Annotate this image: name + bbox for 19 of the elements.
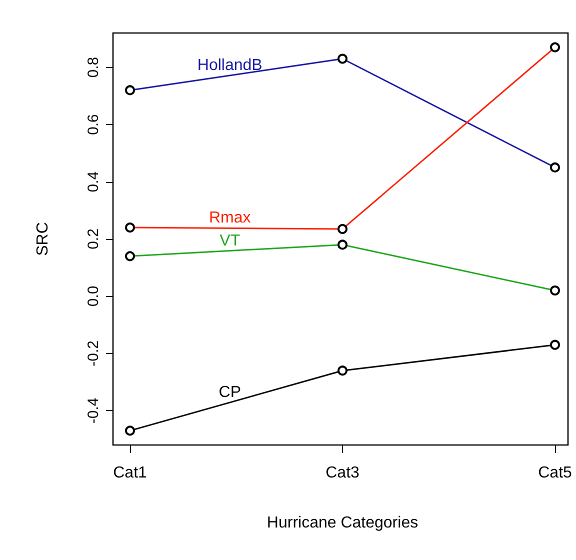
series-label: CP [218, 384, 241, 401]
y-tick-label: 0.4 [85, 171, 102, 192]
y-tick-label: 0.6 [85, 114, 102, 135]
x-tick-label: Cat5 [538, 464, 572, 482]
series-label: VT [220, 232, 240, 250]
point [338, 366, 348, 376]
y-axis-title: SRC [34, 222, 52, 256]
y-tick-label: -0.4 [85, 398, 102, 424]
y-tick-label: 0.8 [85, 56, 102, 78]
x-tick-label: Cat3 [326, 464, 360, 482]
series-label: Rmax [208, 210, 251, 227]
x-axis-title: Hurricane Categories [266, 514, 418, 532]
y-tick-label: -0.2 [85, 340, 102, 366]
point [125, 426, 135, 436]
series-label: HollandB [197, 56, 262, 74]
y-tick-label: 0.2 [85, 228, 102, 250]
y-tick-label: 0.0 [85, 286, 102, 307]
point [550, 340, 560, 350]
x-tick-label: Cat1 [113, 464, 147, 482]
